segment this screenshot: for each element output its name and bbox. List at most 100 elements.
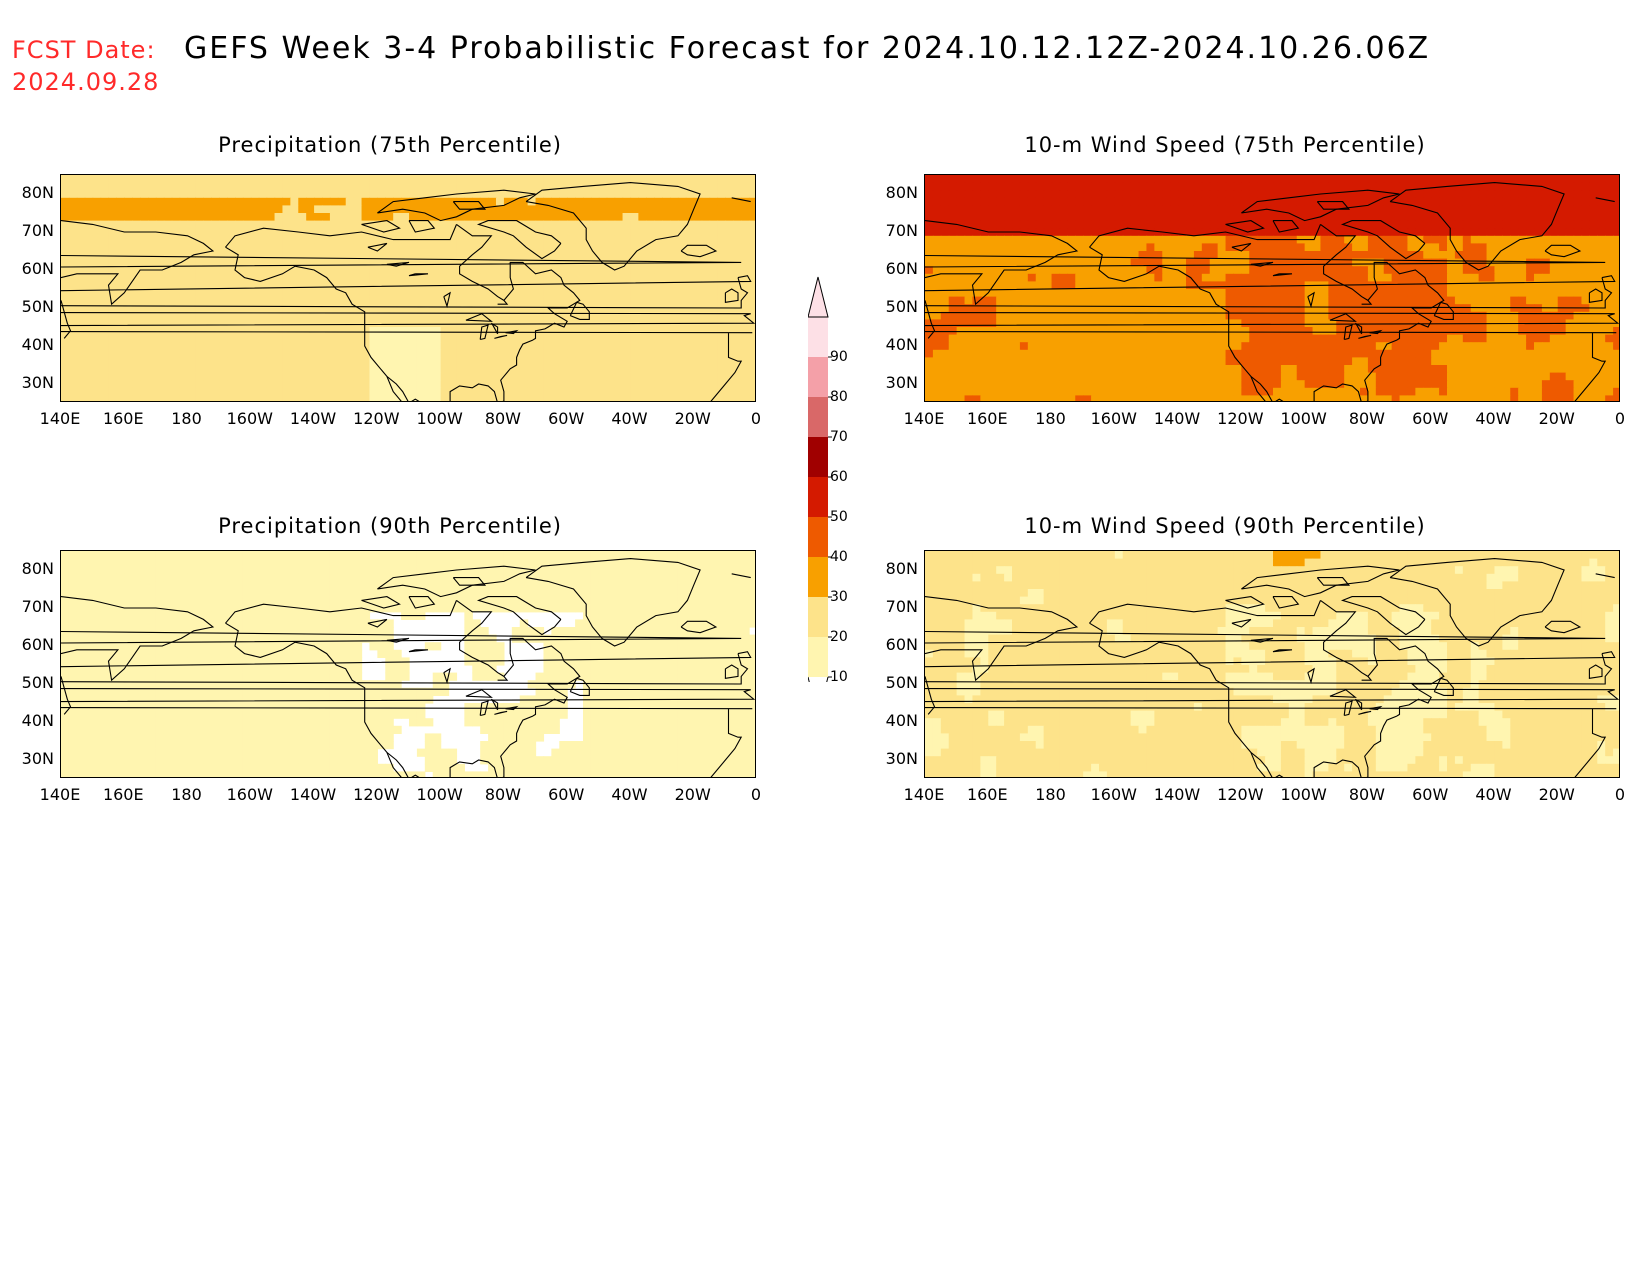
shaded-cell	[1012, 213, 1021, 222]
shaded-cell	[1518, 273, 1527, 282]
shaded-cell	[250, 243, 260, 252]
shaded-cell	[1352, 175, 1361, 184]
shaded-cell	[1154, 334, 1163, 343]
shaded-cell	[329, 258, 339, 267]
shaded-cell	[211, 304, 220, 313]
shaded-cell	[1383, 334, 1393, 343]
shaded-cell	[1257, 258, 1266, 267]
shaded-cell	[195, 304, 204, 313]
shaded-cell	[432, 205, 442, 214]
shaded-cell	[630, 372, 639, 381]
shaded-cell	[622, 235, 632, 244]
shaded-cell	[282, 304, 291, 313]
shaded-cell	[1249, 273, 1258, 282]
shaded-cell	[741, 304, 750, 313]
shaded-cell	[543, 365, 552, 374]
shaded-cell	[227, 319, 236, 328]
shaded-cell	[1257, 342, 1266, 351]
shaded-cell	[282, 357, 291, 366]
shaded-cell	[266, 311, 276, 320]
shaded-cell	[258, 304, 268, 313]
shaded-cell	[741, 175, 750, 184]
shaded-cell	[1304, 327, 1314, 336]
shaded-cell	[1075, 197, 1084, 206]
shaded-cell	[1217, 266, 1227, 275]
shaded-cell	[282, 266, 291, 275]
shaded-cell	[662, 289, 671, 298]
shaded-cell	[567, 327, 576, 336]
shaded-cell	[385, 349, 394, 358]
shaded-cell	[1099, 182, 1108, 191]
shaded-cell	[1004, 175, 1013, 184]
shaded-cell	[940, 357, 950, 366]
shaded-cell	[749, 304, 755, 313]
shaded-cell	[1217, 213, 1227, 222]
shaded-cell	[519, 175, 529, 184]
shaded-cell	[1597, 228, 1606, 237]
shaded-cell	[1565, 243, 1575, 252]
shaded-cell	[1320, 243, 1329, 252]
shaded-cell	[725, 296, 734, 305]
shaded-cell	[1352, 235, 1361, 244]
shaded-cell	[1162, 258, 1171, 267]
shaded-cell	[227, 311, 236, 320]
shaded-cell	[559, 311, 568, 320]
shaded-cell	[124, 380, 133, 389]
shaded-cell	[1375, 235, 1385, 244]
shaded-cell	[432, 213, 442, 222]
shaded-cell	[1201, 273, 1211, 282]
shaded-cell	[1423, 266, 1432, 275]
shaded-cell	[1367, 304, 1377, 313]
shaded-cell	[519, 365, 529, 374]
shaded-cell	[1075, 182, 1084, 191]
shaded-cell	[1154, 220, 1163, 229]
coastline	[452, 201, 487, 210]
shaded-cell	[1186, 311, 1195, 320]
shaded-cell	[353, 220, 363, 229]
shaded-cell	[956, 304, 966, 313]
shaded-cell	[1304, 228, 1314, 237]
shaded-cell	[1004, 349, 1013, 358]
shaded-cell	[401, 365, 410, 374]
shaded-cell	[84, 357, 94, 366]
shaded-cell	[567, 197, 576, 206]
coastline	[377, 189, 536, 222]
shaded-cell	[132, 334, 141, 343]
shaded-cell	[543, 228, 552, 237]
shaded-cell	[630, 304, 639, 313]
shaded-cell	[1549, 342, 1559, 351]
shaded-cell	[1494, 251, 1503, 260]
shaded-cell	[709, 243, 719, 252]
shaded-cell	[1296, 319, 1306, 328]
shaded-cell	[1186, 251, 1195, 260]
shaded-cell	[306, 182, 315, 191]
shaded-cell	[725, 365, 734, 374]
shaded-cell	[606, 213, 616, 222]
shaded-cell	[1352, 327, 1361, 336]
shaded-cell	[409, 190, 418, 199]
shaded-cell	[1486, 182, 1496, 191]
shaded-cell	[108, 311, 117, 320]
shaded-cell	[685, 327, 695, 336]
shaded-cell	[1043, 281, 1053, 290]
shaded-cell	[496, 175, 505, 184]
shaded-cell	[1367, 251, 1377, 260]
shaded-cell	[1502, 235, 1511, 244]
shaded-cell	[1154, 175, 1163, 184]
shaded-cell	[179, 266, 189, 275]
shaded-cell	[1502, 190, 1511, 199]
shaded-cell	[235, 213, 244, 222]
shaded-cell	[749, 182, 755, 191]
shaded-cell	[725, 266, 734, 275]
shaded-cell	[1502, 357, 1511, 366]
shaded-cell	[606, 266, 616, 275]
shaded-cell	[361, 304, 371, 313]
shaded-cell	[972, 258, 981, 267]
shaded-cell	[1012, 304, 1021, 313]
shaded-cell	[1019, 357, 1029, 366]
shaded-cell	[1557, 251, 1567, 260]
shaded-cell	[61, 182, 70, 191]
shaded-cell	[1099, 251, 1108, 260]
shaded-cell	[1415, 311, 1424, 320]
shaded-cell	[598, 205, 608, 214]
